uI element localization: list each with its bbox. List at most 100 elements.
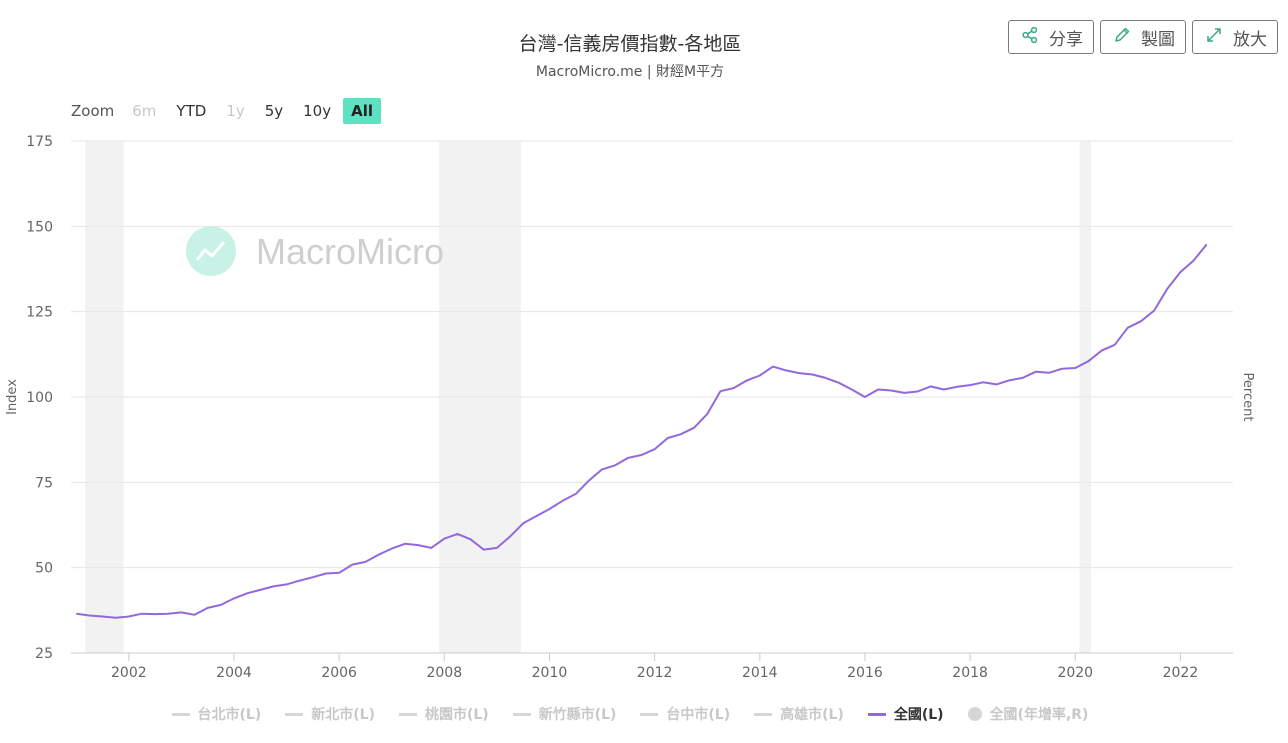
data-point[interactable] (653, 447, 657, 451)
share-button[interactable]: 分享 (1008, 20, 1094, 54)
data-point[interactable] (876, 387, 880, 391)
data-point[interactable] (534, 514, 538, 518)
data-point[interactable] (1100, 349, 1104, 353)
data-point[interactable] (626, 456, 630, 460)
data-point[interactable] (245, 591, 249, 595)
data-point[interactable] (442, 537, 446, 541)
data-point[interactable] (1060, 367, 1064, 371)
zoom-ytd-button[interactable]: YTD (176, 102, 207, 120)
series-line-national[interactable] (76, 243, 1208, 619)
data-point[interactable] (166, 612, 170, 616)
data-point[interactable] (1008, 378, 1012, 382)
data-point[interactable] (679, 432, 683, 436)
data-point[interactable] (298, 579, 302, 583)
data-point[interactable] (639, 453, 643, 457)
draw-chart-button[interactable]: 製圖 (1100, 20, 1186, 54)
data-point[interactable] (416, 543, 420, 547)
zoom-6m-button[interactable]: 6m (132, 102, 157, 120)
data-point[interactable] (850, 387, 854, 391)
data-point[interactable] (824, 376, 828, 380)
legend-item[interactable]: 全國(L) (867, 704, 944, 724)
data-point[interactable] (193, 613, 197, 617)
data-point[interactable] (758, 373, 762, 377)
data-point[interactable] (206, 606, 210, 610)
zoom-10y-button[interactable]: 10y (303, 102, 332, 120)
data-point[interactable] (1047, 371, 1051, 375)
data-point[interactable] (1152, 309, 1156, 313)
data-point[interactable] (337, 571, 341, 575)
data-point[interactable] (508, 535, 512, 539)
data-point[interactable] (101, 614, 105, 618)
data-point[interactable] (929, 384, 933, 388)
data-point[interactable] (311, 575, 315, 579)
data-point[interactable] (994, 382, 998, 386)
data-point[interactable] (1178, 270, 1182, 274)
data-point[interactable] (692, 426, 696, 430)
data-point[interactable] (731, 386, 735, 390)
data-point[interactable] (350, 563, 354, 567)
data-point[interactable] (837, 381, 841, 385)
data-point[interactable] (561, 499, 565, 503)
legend-item[interactable]: 台北市(L) (171, 704, 261, 724)
data-point[interactable] (390, 547, 394, 551)
data-point[interactable] (87, 613, 91, 617)
legend-item[interactable]: 全國(年增率,R) (967, 704, 1088, 724)
data-point[interactable] (232, 596, 236, 600)
data-point[interactable] (258, 588, 262, 592)
data-point[interactable] (455, 532, 459, 536)
data-point[interactable] (600, 467, 604, 471)
data-point[interactable] (324, 571, 328, 575)
data-point[interactable] (587, 479, 591, 483)
data-point[interactable] (1073, 366, 1077, 370)
data-point[interactable] (771, 365, 775, 369)
data-point[interactable] (797, 371, 801, 375)
data-point[interactable] (863, 395, 867, 399)
data-point[interactable] (1139, 319, 1143, 323)
data-point[interactable] (469, 537, 473, 541)
data-point[interactable] (1165, 287, 1169, 291)
data-point[interactable] (271, 584, 275, 588)
legend-item[interactable]: 新北市(L) (285, 704, 375, 724)
zoom-all-button[interactable]: All (343, 98, 382, 124)
data-point[interactable] (74, 612, 78, 616)
legend-item[interactable]: 新竹縣市(L) (512, 704, 616, 724)
data-point[interactable] (889, 389, 893, 393)
data-point[interactable] (1086, 359, 1090, 363)
data-point[interactable] (705, 412, 709, 416)
data-point[interactable] (403, 542, 407, 546)
legend-item[interactable]: 台中市(L) (640, 704, 730, 724)
data-point[interactable] (363, 560, 367, 564)
data-point[interactable] (219, 603, 223, 607)
data-point[interactable] (955, 385, 959, 389)
zoom-5y-button[interactable]: 5y (264, 102, 284, 120)
data-point[interactable] (1034, 370, 1038, 374)
data-point[interactable] (114, 616, 118, 620)
data-point[interactable] (745, 379, 749, 383)
data-point[interactable] (429, 546, 433, 550)
data-point[interactable] (613, 463, 617, 467)
data-point[interactable] (902, 391, 906, 395)
data-point[interactable] (482, 548, 486, 552)
data-point[interactable] (784, 368, 788, 372)
data-point[interactable] (127, 614, 131, 618)
data-point[interactable] (285, 582, 289, 586)
data-point[interactable] (666, 436, 670, 440)
data-point[interactable] (153, 612, 157, 616)
data-point[interactable] (377, 553, 381, 557)
data-point[interactable] (1192, 258, 1196, 262)
data-point[interactable] (718, 389, 722, 393)
zoom-1y-button[interactable]: 1y (226, 102, 245, 120)
data-point[interactable] (942, 387, 946, 391)
data-point[interactable] (1205, 242, 1209, 246)
data-point[interactable] (968, 383, 972, 387)
data-point[interactable] (1126, 326, 1130, 330)
data-point[interactable] (521, 521, 525, 525)
data-point[interactable] (1113, 343, 1117, 347)
legend-item[interactable]: 高雄市(L) (754, 704, 844, 724)
data-point[interactable] (547, 507, 551, 511)
data-point[interactable] (495, 546, 499, 550)
expand-button[interactable]: 放大 (1192, 20, 1278, 54)
data-point[interactable] (1021, 376, 1025, 380)
data-point[interactable] (140, 612, 144, 616)
data-point[interactable] (810, 372, 814, 376)
